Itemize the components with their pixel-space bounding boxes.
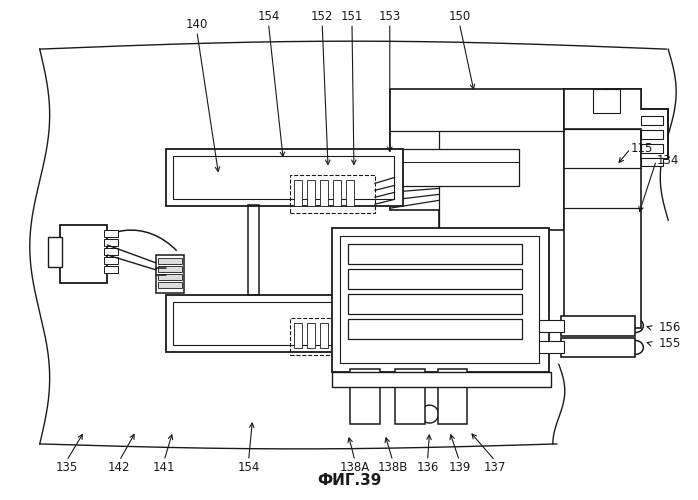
- Bar: [641, 116, 663, 124]
- Bar: [348, 244, 522, 264]
- Bar: [333, 322, 341, 348]
- Bar: [59, 225, 107, 283]
- Text: 134: 134: [656, 154, 678, 167]
- Text: 138B: 138B: [378, 461, 408, 474]
- Bar: [320, 322, 328, 348]
- Bar: [350, 370, 380, 424]
- Bar: [156, 255, 184, 293]
- Bar: [290, 176, 375, 213]
- Bar: [105, 257, 118, 264]
- Bar: [47, 237, 61, 267]
- Text: 152: 152: [311, 10, 334, 24]
- Bar: [641, 158, 663, 166]
- Text: 155: 155: [658, 337, 681, 350]
- Bar: [173, 302, 394, 346]
- Bar: [438, 370, 468, 424]
- Bar: [105, 248, 118, 255]
- Text: 156: 156: [658, 321, 681, 334]
- Bar: [320, 180, 328, 206]
- Bar: [105, 266, 118, 273]
- Bar: [560, 338, 635, 357]
- Text: 154: 154: [258, 10, 280, 24]
- Text: 141: 141: [153, 461, 175, 474]
- Text: 135: 135: [55, 461, 77, 474]
- Bar: [158, 274, 182, 280]
- Text: 139: 139: [448, 461, 470, 474]
- Bar: [332, 372, 551, 387]
- Text: 136: 136: [417, 461, 439, 474]
- Bar: [593, 89, 621, 113]
- Bar: [105, 239, 118, 246]
- Bar: [348, 269, 522, 289]
- Bar: [641, 130, 663, 138]
- Bar: [332, 228, 549, 372]
- Bar: [539, 320, 564, 332]
- Bar: [295, 180, 302, 206]
- Bar: [348, 318, 522, 338]
- Bar: [158, 282, 182, 288]
- Polygon shape: [389, 89, 564, 230]
- Bar: [166, 294, 403, 352]
- Text: 151: 151: [341, 10, 363, 24]
- Bar: [295, 322, 302, 348]
- Text: 138A: 138A: [340, 461, 370, 474]
- Bar: [564, 89, 641, 328]
- Bar: [641, 144, 663, 152]
- Bar: [395, 370, 424, 424]
- Bar: [173, 156, 394, 200]
- Text: 137: 137: [484, 461, 506, 474]
- Bar: [290, 318, 380, 356]
- Bar: [348, 294, 522, 314]
- Bar: [307, 180, 315, 206]
- Bar: [333, 180, 341, 206]
- Bar: [158, 258, 182, 264]
- Text: 153: 153: [378, 10, 401, 24]
- Text: 140: 140: [186, 18, 208, 31]
- Text: 115: 115: [630, 142, 653, 155]
- Bar: [539, 342, 564, 353]
- Bar: [400, 148, 519, 186]
- Text: 150: 150: [448, 10, 470, 24]
- Bar: [340, 236, 539, 364]
- Bar: [346, 322, 354, 348]
- Text: ФИГ.39: ФИГ.39: [317, 473, 381, 488]
- Bar: [307, 322, 315, 348]
- Text: 142: 142: [108, 461, 131, 474]
- Bar: [560, 316, 635, 336]
- Polygon shape: [564, 89, 668, 158]
- Bar: [105, 230, 118, 237]
- Bar: [158, 266, 182, 272]
- Bar: [166, 148, 403, 206]
- Bar: [346, 180, 354, 206]
- Text: 154: 154: [237, 461, 260, 474]
